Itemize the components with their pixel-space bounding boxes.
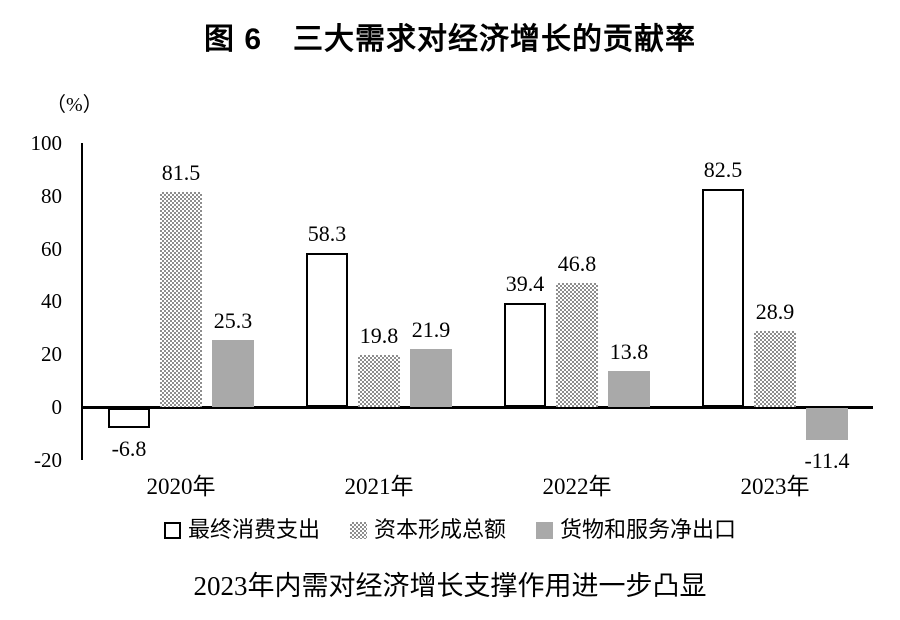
y-tick-label--20: -20 <box>34 447 62 472</box>
bar-dotted-2020年 <box>160 191 202 407</box>
legend-item-gray: 货物和服务净出口 <box>536 517 736 543</box>
legend-swatch-dotted-icon <box>349 521 367 539</box>
bar-value-2021年-2: 21.9 <box>411 317 451 343</box>
bar-value-2021年-1: 19.8 <box>359 322 399 348</box>
legend-label-0: 最终消费支出 <box>187 517 320 542</box>
bar-value-2022年-0: 39.4 <box>505 270 545 296</box>
y-tick-label-40: 40 <box>41 289 62 314</box>
x-axis-label-2021年: 2021年 <box>344 474 414 499</box>
bar-gray-2021年 <box>410 349 452 407</box>
y-axis-unit-label: （%） <box>46 94 103 116</box>
y-tick-label-0: 0 <box>51 395 63 419</box>
y-axis-line <box>81 143 83 460</box>
x-axis-label-2020年: 2020年 <box>146 474 216 499</box>
legend: 最终消费支出 资本形成总额 货物和服务净出口 <box>0 517 900 543</box>
legend-item-dotted: 资本形成总额 <box>349 517 506 543</box>
bar-value-2023年-1: 28.9 <box>755 298 795 324</box>
bar-value-2022年-2: 13.8 <box>609 338 649 364</box>
bar-value-2020年-2: 25.3 <box>213 308 253 334</box>
chart-title: 图 6 三大需求对经济增长的贡献率 <box>203 23 697 56</box>
legend-label-2: 货物和服务净出口 <box>560 517 737 542</box>
bar-outline-2022年 <box>504 302 546 407</box>
bar-dotted-2021年 <box>358 354 400 407</box>
legend-swatch-gray-icon <box>536 521 553 539</box>
y-tick-label-80: 80 <box>41 183 62 208</box>
x-axis-label-2022年: 2022年 <box>542 474 612 499</box>
legend-label-1: 资本形成总额 <box>373 517 506 542</box>
bar-gray-2022年 <box>608 370 650 407</box>
chart-caption: 2023年内需对经济增长支撑作用进一步凸显 <box>193 571 707 601</box>
bar-value-2023年-2: -11.4 <box>804 448 850 474</box>
bar-value-2021年-0: 58.3 <box>307 221 347 247</box>
legend-item-outline: 最终消费支出 <box>163 517 320 543</box>
bar-value-2023年-0: 82.5 <box>703 157 743 183</box>
legend-swatch-outline-icon <box>163 521 181 539</box>
bar-value-2020年-1: 81.5 <box>161 159 201 185</box>
bar-gray-2020年 <box>212 340 254 407</box>
bar-outline-2020年 <box>108 408 150 428</box>
y-tick-label-100: 100 <box>30 131 63 155</box>
bar-value-2020年-0: -6.8 <box>111 435 147 461</box>
x-axis-zero-line <box>81 406 873 409</box>
y-tick-label-20: 20 <box>41 342 62 367</box>
bar-gray-2023年 <box>806 408 848 441</box>
bar-dotted-2022年 <box>556 283 598 407</box>
bar-value-2022年-1: 46.8 <box>557 251 597 277</box>
bar-outline-2021年 <box>306 253 348 407</box>
bar-outline-2023年 <box>702 189 744 407</box>
x-axis-label-2023年: 2023年 <box>740 474 810 499</box>
y-tick-label-60: 60 <box>41 236 62 261</box>
bar-dotted-2023年 <box>754 330 796 407</box>
